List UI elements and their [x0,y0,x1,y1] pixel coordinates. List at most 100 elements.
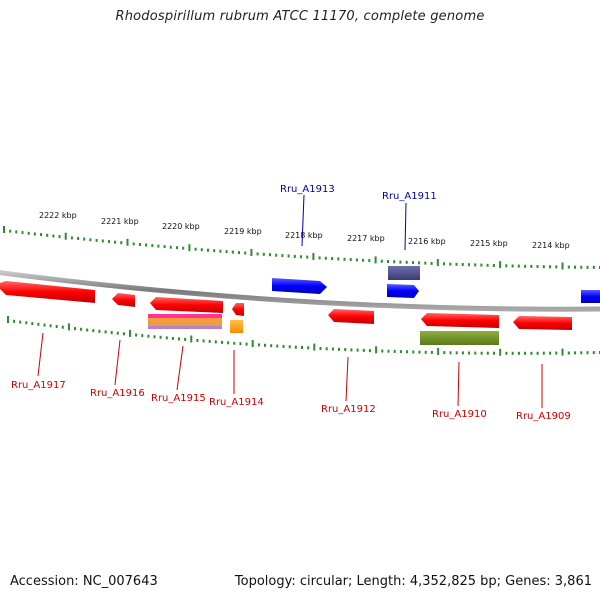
minor-tick [293,254,296,258]
minor-tick [411,261,414,265]
leader-rru-a1913 [301,194,305,247]
gene-arrow-rru-a1912[interactable] [328,309,374,324]
minor-tick [399,260,402,264]
major-tick [250,249,253,256]
gene-label-rru-a1916[interactable]: Rru_A1916 [90,388,145,399]
minor-tick [300,255,302,259]
minor-tick [245,342,248,346]
minor-tick [381,349,384,353]
gene-feature-rru-a1915-pink[interactable] [148,314,222,318]
major-tick [312,253,315,260]
minor-tick [262,252,265,256]
minor-tick [536,265,539,268]
minor-tick [480,351,483,355]
major-tick [313,343,316,351]
minor-tick [355,258,358,262]
minor-tick [555,351,558,355]
minor-tick [368,349,371,353]
gene-label-rru-a1909[interactable]: Rru_A1909 [516,411,571,422]
minor-tick [574,351,576,355]
minor-tick [412,350,415,354]
gene-arrow-rru-a1911[interactable] [387,284,419,298]
minor-tick [159,335,162,339]
minor-tick [200,248,203,252]
gene-feature-rru-a1910-olive[interactable] [420,331,499,345]
minor-tick [455,351,458,355]
gene-feature-rru-a1914-orange[interactable] [230,320,243,333]
gene-feature-slate[interactable] [388,266,420,280]
gene-arrow-rru-a1909[interactable] [513,316,572,330]
gene-arrow-right-edge[interactable] [581,290,600,303]
gene-labels: Rru_A1913 Rru_A1911 Rru_A1917 Rru_A1916 … [11,184,571,422]
minor-tick [505,264,508,268]
minor-tick [555,265,558,269]
minor-tick [592,351,595,355]
major-tick [251,340,254,347]
minor-tick [138,243,141,246]
minor-tick [257,343,260,347]
gene-label-rru-a1912[interactable]: Rru_A1912 [321,404,376,415]
minor-tick [288,345,291,349]
major-tick [67,323,70,331]
minor-tick [269,253,271,257]
major-tick [64,232,67,240]
minor-tick [239,342,242,346]
map-title: Rhodospirillum rubrum ATCC 11170, comple… [115,9,485,24]
minor-tick [362,258,365,262]
minor-tick [467,263,470,267]
minor-tick [145,243,148,247]
minor-tick [517,351,520,355]
minor-tick [169,245,172,249]
minor-tick [574,265,576,269]
major-tick [374,256,377,264]
minor-tick [368,259,371,263]
minor-tick [406,350,409,354]
minor-tick [80,327,83,331]
kbp-scale: 2222 kbp 2221 kbp 2220 kbp 2219 kbp 2218… [39,211,570,250]
minor-tick [405,260,408,264]
minor-tick [227,341,230,345]
minor-tick [511,351,514,355]
minor-tick [184,337,187,341]
gene-label-rru-a1913[interactable]: Rru_A1913 [280,184,335,195]
minor-tick [163,245,166,249]
kbp-label: 2221 kbp [101,217,139,226]
gene-label-rru-a1917[interactable]: Rru_A1917 [11,380,66,391]
reverse-genes [0,281,572,345]
leader-rru-a1915 [176,345,184,391]
gene-feature-rru-a1915-lilac[interactable] [148,326,222,329]
gene-arrow-rru-a1915[interactable] [150,297,223,313]
gene-label-rru-a1911[interactable]: Rru_A1911 [382,191,437,202]
gene-arrow-rru-a1914[interactable] [232,303,244,316]
minor-tick [344,348,347,352]
kbp-label: 2216 kbp [408,237,446,246]
minor-tick [37,322,40,326]
leader-rru-a1912 [345,356,349,402]
gene-feature-rru-a1915-orange[interactable] [148,318,222,322]
gene-arrow-rru-a1913[interactable] [272,278,327,294]
minor-tick [511,264,514,268]
gene-arrow-rru-a1916[interactable] [112,293,135,307]
minor-tick [449,262,452,266]
minor-tick [580,265,583,269]
kbp-label: 2215 kbp [470,239,508,248]
minor-tick [542,351,545,355]
gene-arrow-rru-a1910[interactable] [421,313,499,328]
gene-arrow-rru-a1917[interactable] [0,281,95,303]
minor-tick [586,265,589,269]
gene-label-rru-a1914[interactable]: Rru_A1914 [209,397,264,408]
minor-tick [349,258,352,262]
minor-tick [225,250,228,254]
minor-tick [276,344,279,348]
major-tick [3,226,5,233]
minor-tick [70,236,73,240]
minor-tick [530,351,533,355]
minor-tick [418,261,421,265]
minor-tick [244,251,247,255]
minor-tick [307,346,310,350]
gene-label-rru-a1915[interactable]: Rru_A1915 [151,393,206,404]
gene-feature-rru-a1915-gold[interactable] [148,322,222,326]
gene-label-rru-a1910[interactable]: Rru_A1910 [432,409,487,420]
minor-tick [387,260,389,263]
minor-tick [40,233,42,237]
